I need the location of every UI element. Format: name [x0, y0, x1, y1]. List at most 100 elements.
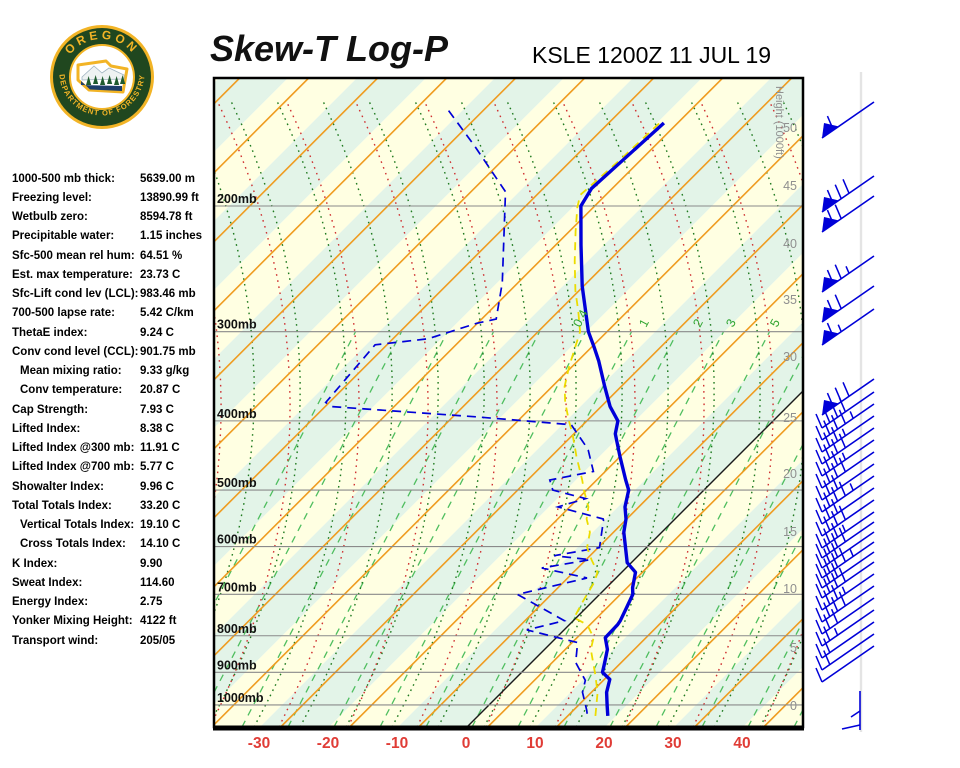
- station-datetime: KSLE 1200Z 11 JUL 19: [532, 42, 772, 68]
- dewpoint-profile-line: [324, 110, 605, 716]
- orange-isotherm-line: [214, 78, 655, 519]
- wind-barb-icon: [815, 573, 875, 611]
- wind-barb-icon: [821, 195, 875, 233]
- dry-adiabat-line: [3, 102, 83, 727]
- dry-adiabat-line: [214, 306, 222, 507]
- moist-adiabat-line: [116, 102, 208, 727]
- moist-adiabat-line: [70, 102, 162, 727]
- index-label: Conv temperature:: [20, 384, 123, 397]
- index-label: Lifted Index @700 mb:: [12, 461, 135, 474]
- index-label: Mean mixing ratio:: [20, 365, 122, 378]
- index-label: 700-500 lapse rate:: [12, 307, 115, 320]
- index-value: 8594.78 ft: [140, 211, 193, 224]
- wind-barb-icon: [815, 633, 875, 671]
- isotherm-band: [881, 78, 960, 727]
- wind-barb-icon: [815, 585, 875, 623]
- isotherm-band: [398, 322, 803, 727]
- index-row: Sfc-500 mean rel hum: 64.51 %: [12, 246, 208, 265]
- dry-adiabat-line: [485, 101, 567, 727]
- orange-isotherm-line: [214, 78, 379, 243]
- index-value: 5.77 C: [140, 461, 174, 474]
- index-row: 1000-500 mb thick: 5639.00 m: [12, 169, 208, 188]
- index-value: 64.51 %: [140, 249, 183, 262]
- height-tick-label: 20: [783, 467, 797, 481]
- mixing-ratio-line: [214, 331, 402, 694]
- pressure-label: 200mb: [217, 192, 257, 206]
- index-row: Est. max temperature: 23.73 C: [12, 265, 208, 284]
- dry-adiabat-line: [623, 101, 705, 727]
- pressure-label: 300mb: [217, 318, 257, 332]
- orange-isotherm-line: [280, 203, 803, 727]
- mixing-ratio-line: [517, 331, 724, 727]
- orange-isotherm-line: [214, 78, 586, 450]
- wind-barb-icon: [815, 531, 875, 569]
- orange-isotherm-line: [625, 548, 803, 727]
- index-row: Showalter Index: 9.96 C: [12, 477, 208, 496]
- mixing-ratio-line: [886, 332, 960, 727]
- index-row: Cap Strength: 7.93 C: [12, 400, 208, 419]
- moist-adiabat-line: [0, 102, 24, 727]
- mixing-ratio-line: [425, 331, 632, 727]
- wind-barb-icon: [815, 427, 875, 465]
- logo-tree-icon: [120, 75, 126, 84]
- index-row: Conv temperature: 20.87 C: [12, 381, 208, 400]
- dry-adiabat-line: [278, 101, 360, 727]
- index-value: 9.96 C: [140, 480, 174, 493]
- orange-isotherm-line: [556, 479, 803, 727]
- index-label: Lifted Index @300 mb:: [12, 442, 135, 455]
- pressure-label: 1000mb: [217, 691, 264, 705]
- index-row: ThetaE index: 9.24 C: [12, 323, 208, 342]
- index-value: 11.91 C: [140, 442, 180, 455]
- index-row: Energy Index: 2.75: [12, 593, 208, 612]
- wind-barb-icon: [815, 609, 875, 647]
- moist-adiabat-line: [898, 102, 960, 727]
- index-value: 7.93 C: [140, 403, 174, 416]
- isotherm-band: [605, 529, 803, 727]
- index-value: 14.10 C: [140, 538, 181, 551]
- pressure-label: 800mb: [217, 622, 257, 636]
- index-label: Cap Strength:: [12, 403, 89, 416]
- wind-barb-icon: [815, 403, 875, 441]
- moist-adiabat-line: [852, 102, 944, 727]
- wind-barb-icon: [815, 415, 875, 453]
- height-tick-label: 10: [783, 582, 797, 596]
- orange-isotherm-line: [214, 78, 793, 657]
- x-axis-tick-label: 30: [664, 735, 681, 752]
- odf-logo: OREGON DEPARTMENT OF FORESTRY: [48, 18, 156, 136]
- mixing-ratio-line: [655, 442, 803, 727]
- index-value: 33.20 C: [140, 499, 181, 512]
- orange-isotherm-line: [418, 341, 803, 727]
- pressure-label: 900mb: [217, 658, 257, 672]
- orange-isotherm-line: [833, 78, 960, 727]
- dry-adiabat-line: [214, 101, 291, 721]
- temperature-profile-line: [579, 121, 666, 717]
- height-tick-label: 5: [790, 641, 797, 655]
- x-axis-tick-label: -10: [386, 735, 408, 752]
- index-label: Energy Index:: [12, 596, 89, 609]
- wind-barb-icon: [815, 391, 875, 429]
- zero-isotherm-line: [466, 390, 803, 727]
- height-tick-label: 35: [783, 293, 797, 307]
- orange-isotherm-line: [214, 78, 517, 381]
- moist-adiabat-line: [24, 102, 116, 727]
- dry-adiabat-line: [0, 102, 14, 727]
- wind-barb-icon: [815, 551, 875, 589]
- dry-adiabat-line: [347, 101, 429, 727]
- dry-adiabat-line: [72, 102, 152, 727]
- wind-barb-icon: [821, 308, 875, 346]
- index-value: 19.10 C: [140, 519, 181, 532]
- wind-barb-icon: [815, 463, 875, 501]
- wind-barb-icon: [841, 691, 861, 730]
- indices-panel: 1000-500 mb thick: 5639.00 m Freezing le…: [12, 169, 208, 650]
- moist-adiabat-line: [0, 102, 70, 727]
- index-row: Lifted Index @700 mb: 5.77 C: [12, 458, 208, 477]
- isotherm-band: [674, 598, 803, 727]
- index-label: Est. max temperature:: [12, 268, 133, 281]
- index-label: Total Totals Index:: [12, 499, 112, 512]
- logo-tree-icon: [100, 76, 106, 85]
- orange-isotherm-line: [349, 272, 803, 727]
- parcel-trace-line: [563, 120, 663, 716]
